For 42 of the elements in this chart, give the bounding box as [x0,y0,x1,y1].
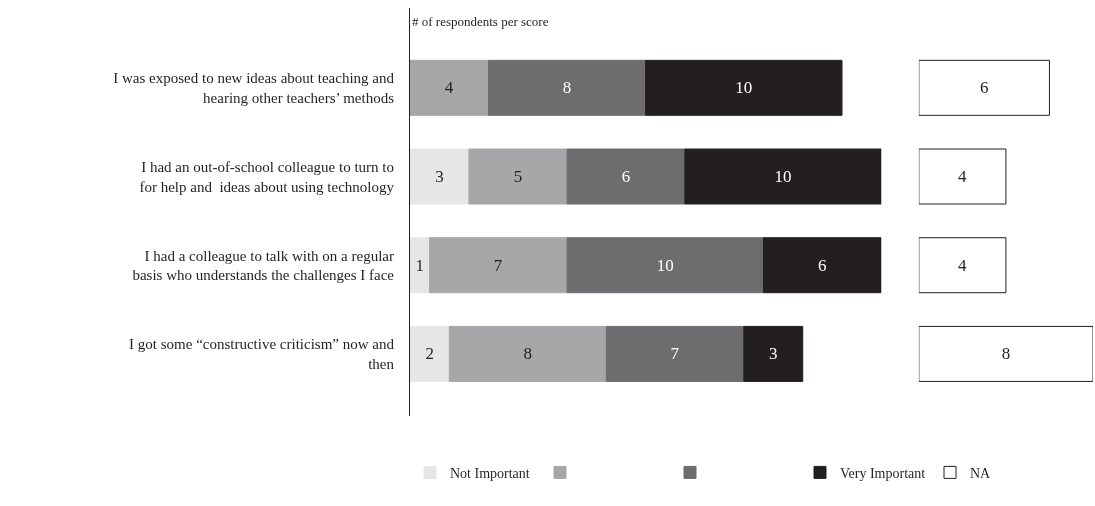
data-label: 4 [957,255,967,275]
bar [448,325,607,382]
bar [410,148,470,205]
annotation: # of respondents per score [412,14,549,29]
data-label: 10 [774,167,792,187]
legend-label: Very Important [840,465,926,481]
data-label: 10 [656,255,674,275]
y-tick-label: I had a colleague to talk with on a regular basis who understands the challenges I face [132,247,395,284]
bar [743,325,804,382]
data-label: 6 [979,78,989,98]
data-label: 8 [1001,344,1011,364]
bar [468,148,568,205]
bar [645,59,843,116]
data-label: 3 [769,344,778,364]
bar [410,59,490,116]
data-label: 5 [513,167,523,187]
bar [410,237,431,294]
data-label: 7 [493,255,503,275]
y-tick-label: I was exposed to new ideas about teaching and hearing other teachers’ methods [113,70,395,106]
data-label: 10 [735,78,753,98]
bar [410,325,450,382]
data-label: 4 [957,167,967,187]
data-label: 6 [621,167,631,187]
bar [429,237,568,294]
data-label: 1 [415,255,425,275]
data-label: 8 [523,344,533,364]
bar [605,325,745,382]
data-label: 8 [562,78,572,98]
data-label: 7 [670,344,680,364]
legend-label: Not Important [450,465,530,481]
y-tick-label: I got some “constructive criticism” now and then [129,336,395,372]
data-label: 2 [425,344,434,364]
data-label: 6 [818,255,827,275]
bar [684,148,882,205]
data-label: 4 [444,78,454,98]
y-tick-label: I had an out-of-school colleague to turn to for help and ideas about using technology [139,159,395,195]
data-label: 3 [435,167,444,187]
bar [566,237,764,294]
bar [488,59,647,116]
bar [762,237,882,294]
bar [566,148,686,205]
text: NA [970,465,992,481]
